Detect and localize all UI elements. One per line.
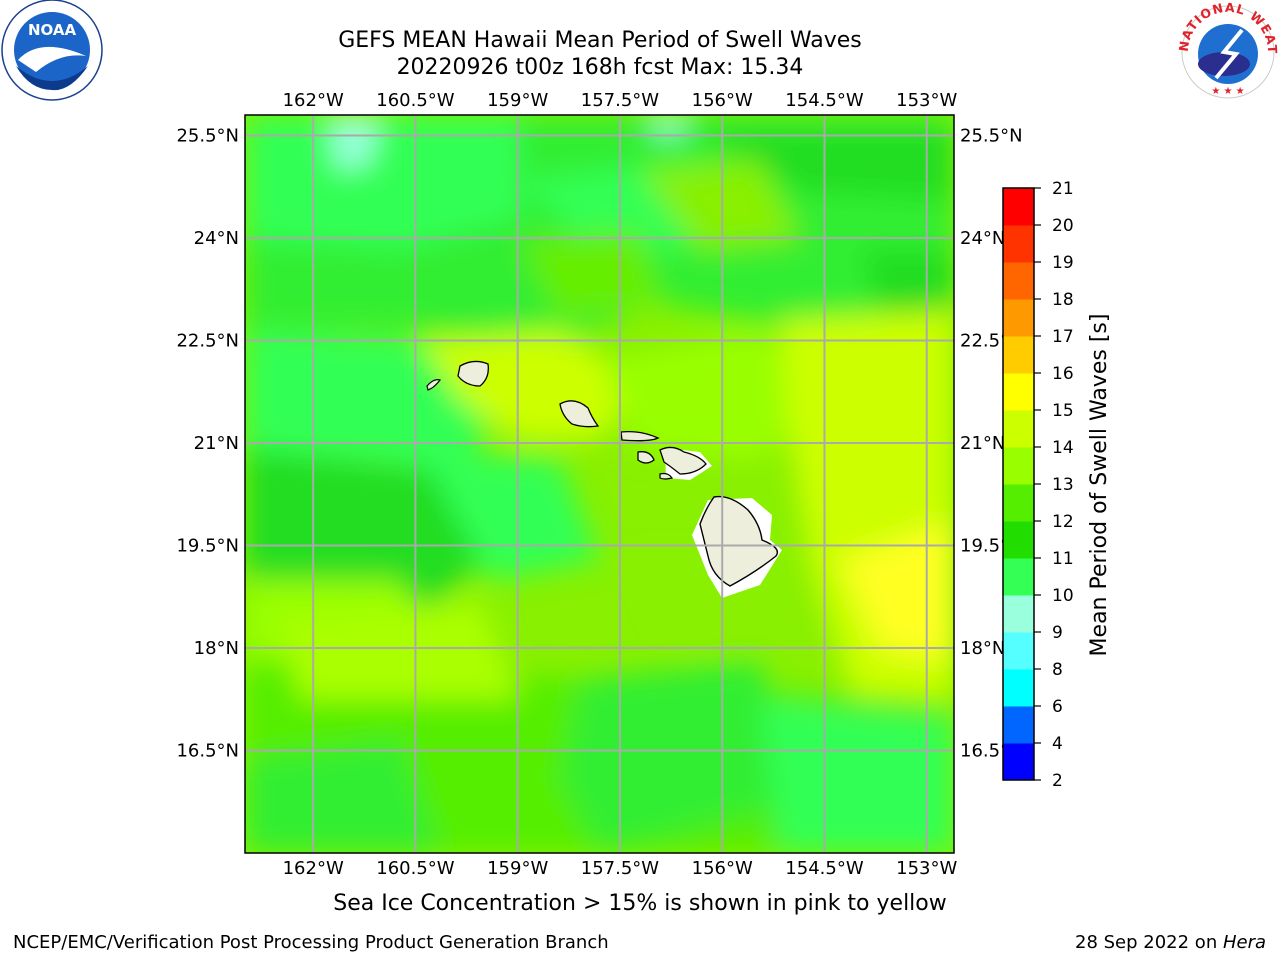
island-kauai bbox=[457, 360, 489, 387]
island-molokai bbox=[620, 430, 660, 442]
colorbar-tick-label: 4 bbox=[1052, 734, 1063, 754]
colorbar-tick-label: 19 bbox=[1052, 253, 1074, 273]
noaa-logo-text: NOAA bbox=[28, 21, 77, 39]
colorbar-ticks: 2 4 6 8 9 10 11 12 13 14 15 16 17 18 19 20 21 bbox=[1034, 179, 1074, 791]
lon-tick-label: 160.5°W bbox=[376, 858, 455, 879]
colorbar-segment bbox=[1003, 410, 1034, 448]
graticule bbox=[245, 115, 954, 853]
footer-credit: NCEP/EMC/Verification Post Processing Pr… bbox=[13, 932, 609, 953]
colorbar-tick-label: 6 bbox=[1052, 697, 1063, 717]
lon-tick-label: 159°W bbox=[487, 858, 548, 879]
colorbar-tick-label: 20 bbox=[1052, 216, 1074, 236]
colorbar-segment bbox=[1003, 743, 1034, 781]
island-maui bbox=[659, 446, 707, 475]
lon-tick-label: 157.5°W bbox=[581, 90, 660, 111]
lat-tick-label: 18°N bbox=[194, 638, 239, 659]
colorbar-segment bbox=[1003, 706, 1034, 744]
lat-tick-label: 25.5°N bbox=[960, 126, 1023, 147]
lon-tick-label: 153°W bbox=[896, 858, 957, 879]
colorbar-tick-label: 14 bbox=[1052, 438, 1074, 458]
island-oahu bbox=[559, 400, 600, 428]
lon-tick-label: 162°W bbox=[283, 858, 344, 879]
island-kahoolawe bbox=[659, 472, 673, 480]
colorbar-tick-label: 12 bbox=[1052, 512, 1074, 532]
lon-tick-label: 153°W bbox=[896, 90, 957, 111]
colorbar-segment bbox=[1003, 225, 1034, 263]
sea-ice-note: Sea Ice Concentration > 15% is shown in … bbox=[333, 891, 947, 916]
lat-tick-label: 21°N bbox=[960, 433, 1005, 454]
lon-labels-top: 162°W 160.5°W 159°W 157.5°W 156°W 154.5°W 153°… bbox=[283, 90, 958, 111]
island-niihau bbox=[426, 379, 441, 391]
lon-tick-label: 154.5°W bbox=[785, 858, 864, 879]
colorbar-tick-label: 15 bbox=[1052, 401, 1074, 421]
chart-title: GEFS MEAN Hawaii Mean Period of Swell Wa… bbox=[338, 28, 862, 53]
colorbar-tick-label: 2 bbox=[1052, 771, 1063, 791]
lon-tick-label: 156°W bbox=[692, 858, 753, 879]
lat-tick-label: 19.5°N bbox=[176, 536, 239, 557]
lon-tick-label: 154.5°W bbox=[785, 90, 864, 111]
colorbar-segment bbox=[1003, 521, 1034, 559]
colorbar-segment bbox=[1003, 447, 1034, 485]
svg-text:★ ★ ★: ★ ★ ★ bbox=[1211, 86, 1244, 97]
colorbar-segment bbox=[1003, 558, 1034, 596]
lon-tick-label: 159°W bbox=[487, 90, 548, 111]
colorbar-tick-label: 11 bbox=[1052, 549, 1074, 569]
colorbar-segment bbox=[1003, 262, 1034, 300]
colorbar-segment bbox=[1003, 595, 1034, 633]
lon-tick-label: 162°W bbox=[283, 90, 344, 111]
island-lanai bbox=[637, 451, 655, 464]
colorbar-segment bbox=[1003, 373, 1034, 411]
colorbar-segment bbox=[1003, 188, 1034, 226]
colorbar-segments bbox=[1003, 188, 1034, 781]
island-hawaii bbox=[699, 495, 779, 587]
colorbar-segment bbox=[1003, 336, 1034, 374]
colorbar-segment bbox=[1003, 632, 1034, 670]
lat-tick-label: 24°N bbox=[960, 228, 1005, 249]
lon-tick-label: 160.5°W bbox=[376, 90, 455, 111]
lat-tick-label: 25.5°N bbox=[176, 126, 239, 147]
lat-tick-label: 22.5°N bbox=[176, 331, 239, 352]
lon-tick-label: 157.5°W bbox=[581, 858, 660, 879]
lat-tick-label: 16.5°N bbox=[176, 741, 239, 762]
lon-tick-label: 156°W bbox=[692, 90, 753, 111]
lat-labels-left: 25.5°N 24°N 22.5°N 21°N 19.5°N 18°N 16.5°N bbox=[176, 126, 239, 762]
colorbar-tick-label: 17 bbox=[1052, 327, 1074, 347]
footer-date: 28 Sep 2022 on Hera bbox=[1075, 932, 1266, 953]
colorbar-segment bbox=[1003, 484, 1034, 522]
map-frame bbox=[244, 114, 955, 854]
footer-date-text: 28 Sep 2022 on bbox=[1075, 932, 1223, 953]
colorbar-segment bbox=[1003, 299, 1034, 337]
chart-subtitle: 20220926 t00z 168h fcst Max: 15.34 bbox=[396, 55, 804, 80]
colorbar-tick-label: 9 bbox=[1052, 623, 1063, 643]
lat-tick-label: 21°N bbox=[194, 433, 239, 454]
swell-period-field bbox=[245, 115, 954, 853]
colorbar-label: Mean Period of Swell Waves [s] bbox=[1087, 314, 1112, 657]
colorbar-tick-label: 21 bbox=[1052, 179, 1074, 199]
colorbar-tick-label: 13 bbox=[1052, 475, 1074, 495]
colorbar-tick-label: 8 bbox=[1052, 660, 1063, 680]
colorbar-tick-label: 16 bbox=[1052, 364, 1074, 384]
colorbar: 2 4 6 8 9 10 11 12 13 14 15 16 17 18 19 20 21 Mean Perio… bbox=[1002, 179, 1112, 791]
footer-machine: Hera bbox=[1222, 932, 1266, 953]
hawaiian-islands bbox=[426, 360, 782, 598]
nws-logo: NATIONAL WEATHER SERVICE ★ ★ ★ bbox=[1170, 0, 1280, 100]
lat-tick-label: 24°N bbox=[194, 228, 239, 249]
lon-labels-bottom: 162°W 160.5°W 159°W 157.5°W 156°W 154.5°W 153°… bbox=[283, 858, 958, 879]
colorbar-tick-label: 10 bbox=[1052, 586, 1074, 606]
noaa-logo: NOAA bbox=[0, 0, 104, 104]
colorbar-segment bbox=[1003, 669, 1034, 707]
colorbar-tick-label: 18 bbox=[1052, 290, 1074, 310]
lat-tick-label: 18°N bbox=[960, 638, 1005, 659]
